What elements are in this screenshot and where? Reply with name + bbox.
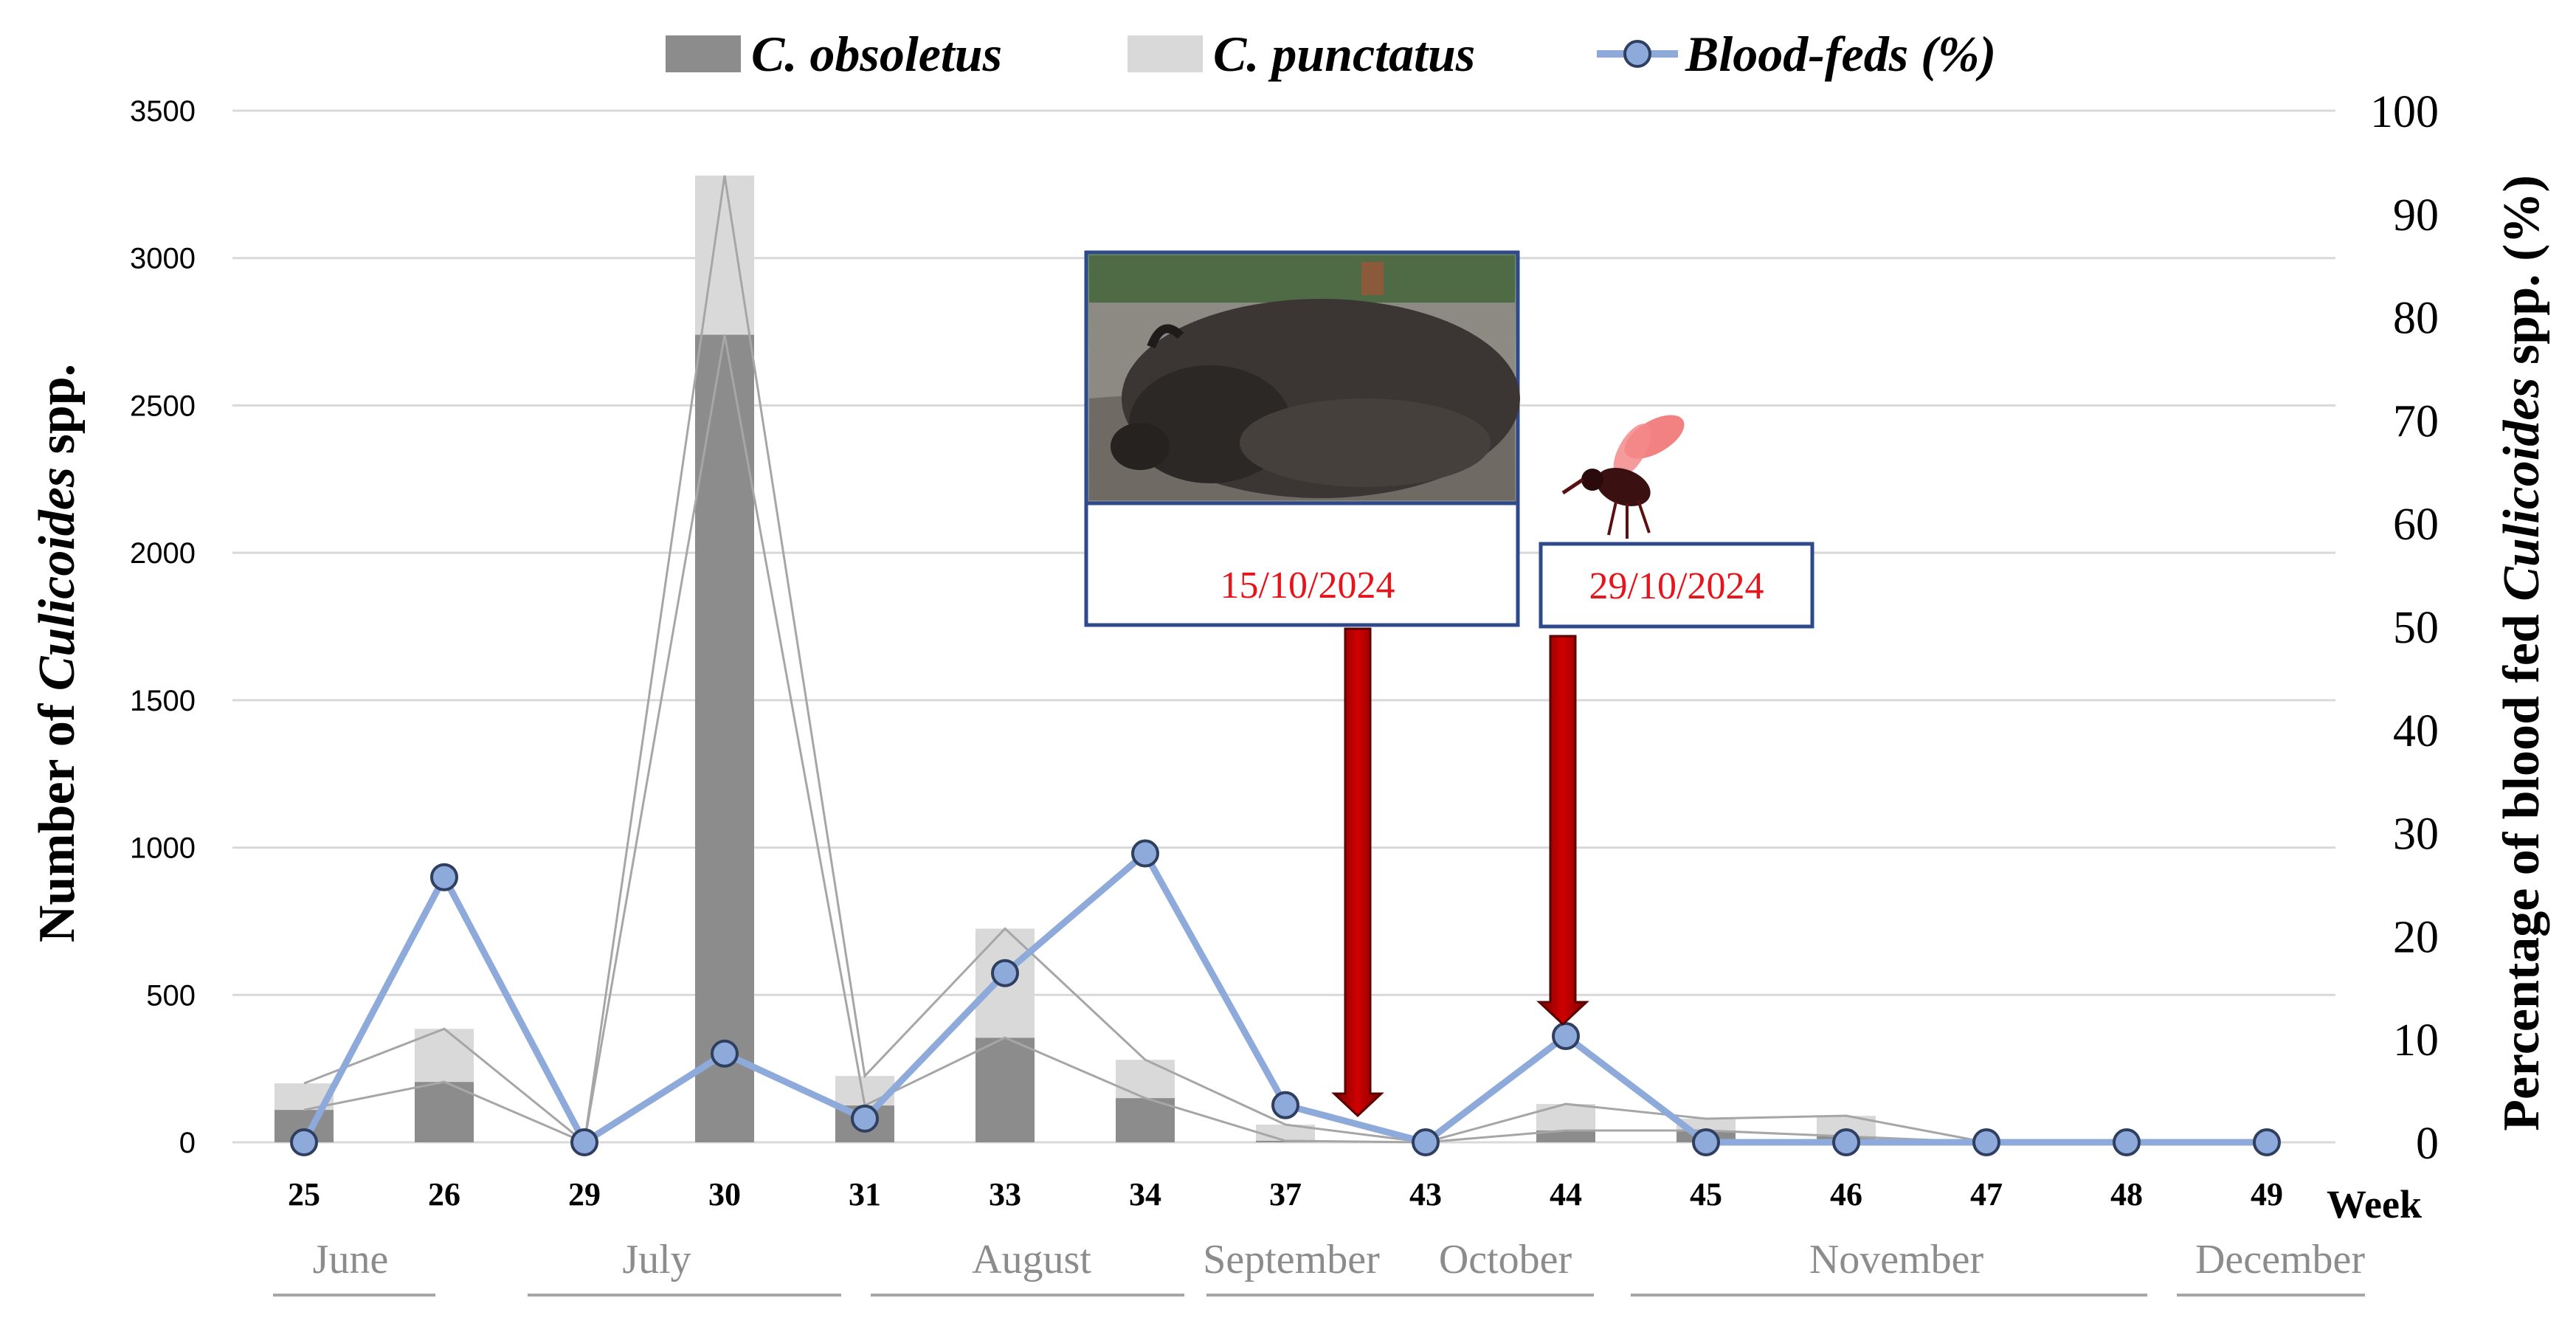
month-label: November — [1809, 1237, 1984, 1283]
date-label-1: 15/10/2024 — [1220, 565, 1395, 607]
left-tick-label: 1500 — [130, 685, 196, 717]
bar-punctatus — [1536, 1104, 1595, 1131]
month-label: October — [1439, 1237, 1572, 1283]
month-label: December — [2195, 1237, 2365, 1283]
week-label: 34 — [1129, 1176, 1161, 1212]
marker-blood-feds — [1131, 839, 1159, 868]
marker-blood-feds — [1832, 1128, 1860, 1156]
date-box-2 — [1539, 542, 1814, 629]
marker-blood-feds — [851, 1104, 879, 1133]
arrows — [1331, 627, 1589, 1118]
marker-blood-feds — [2113, 1128, 2141, 1156]
bar-obsoletus — [976, 1038, 1035, 1142]
legend: C. obsoletus C. punctatus Blood-feds (%) — [666, 26, 1996, 82]
arrow-29-10-2024 — [1536, 635, 1589, 1026]
bison-photo — [1084, 250, 1520, 505]
legend-label-blood: Blood-feds (%) — [1685, 26, 1996, 82]
legend-label-obsoletus: C. obsoletus — [751, 26, 1002, 82]
marker-blood-feds — [1552, 1022, 1580, 1051]
right-tick-label: 50 — [2393, 603, 2439, 653]
right-tick-label: 80 — [2393, 294, 2439, 344]
y-axis-left-title: Number of Culicoides spp. — [29, 364, 86, 942]
left-tick-label: 3500 — [130, 95, 196, 128]
legend-label-punctatus: C. punctatus — [1213, 26, 1475, 82]
x-axis-label: Week — [2327, 1182, 2422, 1226]
left-tick-label: 3000 — [130, 243, 196, 275]
right-tick-label: 20 — [2393, 912, 2439, 962]
legend-swatch-punctatus — [1128, 35, 1203, 72]
marker-blood-feds — [1412, 1128, 1440, 1156]
marker-blood-feds — [711, 1039, 739, 1068]
week-label: 29 — [568, 1176, 601, 1212]
y-axis-right-title: Percentage of blood fed Culicoides spp. … — [2493, 175, 2550, 1131]
bar-punctatus — [415, 1029, 474, 1083]
line-total — [303, 175, 2267, 1145]
marker-blood-feds — [991, 959, 1019, 987]
week-label: 49 — [2251, 1176, 2283, 1212]
week-label: 26 — [428, 1176, 460, 1212]
marker-blood-feds — [2253, 1128, 2281, 1156]
annotation-15-10-2024: 15/10/2024 — [1084, 250, 1520, 627]
month-label: July — [622, 1237, 691, 1283]
week-label: 37 — [1269, 1176, 1302, 1212]
annotation-29-10-2024: 29/10/2024 — [1539, 415, 1814, 629]
marker-blood-feds — [290, 1128, 318, 1156]
right-tick-label: 90 — [2393, 190, 2439, 241]
biting-midge-icon — [1561, 415, 1685, 539]
week-label: 48 — [2110, 1176, 2143, 1212]
right-tick-label: 40 — [2393, 706, 2439, 756]
right-tick-label: 60 — [2393, 500, 2439, 550]
week-labels: 25 26 29 30 31 33 34 37 43 44 45 46 47 48 49 — [288, 1176, 2283, 1212]
week-label: 45 — [1690, 1176, 1722, 1212]
marker-blood-feds — [1972, 1128, 2000, 1156]
month-label: June — [313, 1237, 389, 1283]
left-tick-label: 0 — [179, 1127, 196, 1159]
right-tick-label: 100 — [2370, 87, 2439, 137]
left-tick-label: 500 — [146, 979, 196, 1012]
right-tick-label: 30 — [2393, 810, 2439, 860]
marker-blood-feds — [570, 1128, 598, 1156]
marker-blood-feds — [1271, 1091, 1299, 1119]
week-label: 44 — [1550, 1176, 1582, 1212]
week-label: 43 — [1409, 1176, 1442, 1212]
week-label: 47 — [1970, 1176, 2003, 1212]
marker-blood-feds — [430, 863, 458, 891]
left-tick-label: 2500 — [130, 390, 196, 422]
blood-fed-line — [290, 839, 2281, 1156]
week-label: 25 — [288, 1176, 320, 1212]
bar-punctatus — [1116, 1060, 1175, 1099]
bar-obsoletus — [1116, 1098, 1175, 1142]
date-box-1 — [1084, 501, 1520, 627]
stacked-bars — [274, 175, 1876, 1143]
right-tick-label: 70 — [2393, 396, 2439, 446]
legend-marker-blood — [1623, 40, 1651, 68]
week-label: 30 — [708, 1176, 741, 1212]
bar-obsoletus — [415, 1082, 474, 1142]
week-label: 33 — [989, 1176, 1021, 1212]
bar-obsoletus — [1536, 1130, 1595, 1142]
right-tick-label: 10 — [2393, 1015, 2439, 1066]
left-tick-label: 2000 — [130, 537, 196, 570]
month-label: September — [1203, 1237, 1380, 1283]
month-label: August — [972, 1237, 1091, 1283]
right-tick-label: 0 — [2416, 1119, 2439, 1169]
left-axis-ticks: 0 500 1000 1500 2000 2500 3000 3500 — [130, 95, 196, 1159]
right-axis-ticks: 0 10 20 30 40 50 60 70 80 90 100 — [2370, 87, 2439, 1169]
arrow-15-10-2024 — [1331, 627, 1384, 1118]
month-labels: June July August September October November De… — [273, 1237, 2365, 1297]
left-tick-label: 1000 — [130, 832, 196, 865]
legend-swatch-obsoletus — [666, 35, 741, 72]
week-label: 46 — [1830, 1176, 1862, 1212]
bar-obsoletus — [695, 334, 754, 1143]
date-label-2: 29/10/2024 — [1589, 565, 1764, 607]
week-label: 31 — [849, 1176, 881, 1212]
marker-blood-feds — [1692, 1128, 1720, 1156]
